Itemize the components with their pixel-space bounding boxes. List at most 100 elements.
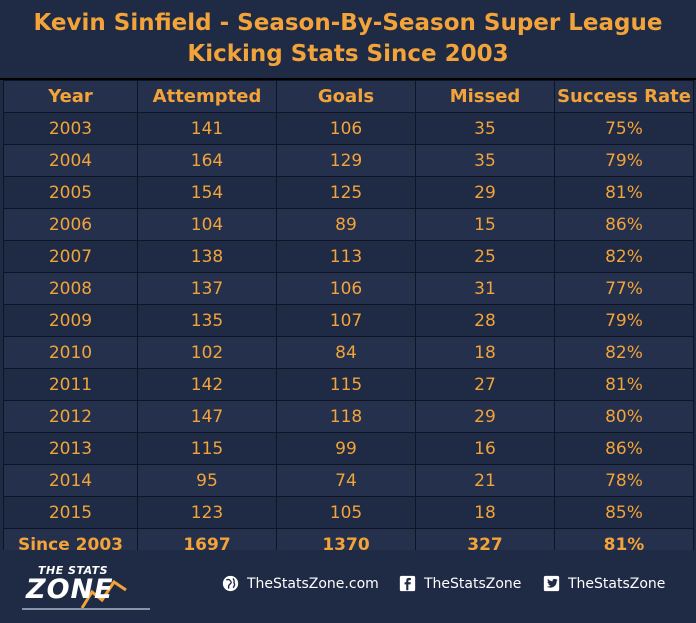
- table-cell: 2012: [3, 400, 138, 433]
- table-cell: 78%: [554, 464, 694, 497]
- table-cell: 95: [137, 464, 277, 497]
- table-row: 2008 137 106 31 77%: [3, 272, 694, 305]
- table-row: 2003 141 106 35 75%: [3, 112, 694, 145]
- header-row: Year Attempted Goals Missed Success Rate: [3, 80, 694, 113]
- twitter-link[interactable]: TheStatsZone: [543, 575, 665, 592]
- table-cell: 75%: [554, 112, 694, 145]
- table-cell: 2007: [3, 240, 138, 273]
- table-cell: 138: [137, 240, 277, 273]
- table-cell: 2004: [3, 144, 138, 177]
- table-cell: 147: [137, 400, 277, 433]
- table-cell: 2013: [3, 432, 138, 465]
- table-cell: 2008: [3, 272, 138, 305]
- title-block: Kevin Sinfield - Season-By-Season Super …: [0, 0, 696, 80]
- table-cell: 2006: [3, 208, 138, 241]
- table-cell: 28: [415, 304, 555, 337]
- table-cell: 16: [415, 432, 555, 465]
- table-cell: 82%: [554, 336, 694, 369]
- logo-small-text: THE STATS: [38, 564, 109, 577]
- table-row: 2015 123 105 18 85%: [3, 496, 694, 529]
- table-cell: 142: [137, 368, 277, 401]
- table-cell: 2005: [3, 176, 138, 209]
- table-cell: 115: [276, 368, 416, 401]
- table-cell: 86%: [554, 432, 694, 465]
- table-cell: 123: [137, 496, 277, 529]
- table-cell: 89: [276, 208, 416, 241]
- column-header: Goals: [276, 80, 416, 113]
- table-cell: 18: [415, 496, 555, 529]
- table-cell: 113: [276, 240, 416, 273]
- table-cell: 27: [415, 368, 555, 401]
- table-cell: 141: [137, 112, 277, 145]
- facebook-label: TheStatsZone: [424, 575, 522, 592]
- table-cell: 106: [276, 112, 416, 145]
- table-cell: 25: [415, 240, 555, 273]
- table-row: 2006 104 89 15 86%: [3, 208, 694, 241]
- table-cell: 79%: [554, 304, 694, 337]
- table-cell: 85%: [554, 496, 694, 529]
- table-cell: 81%: [554, 368, 694, 401]
- table-cell: 107: [276, 304, 416, 337]
- website-label: TheStatsZone.com: [247, 575, 379, 592]
- title-line-2: Kicking Stats Since 2003: [187, 41, 509, 67]
- table-row: 2005 154 125 29 81%: [3, 176, 694, 209]
- table-cell: 2010: [3, 336, 138, 369]
- table-cell: 15: [415, 208, 555, 241]
- table-row: 2012 147 118 29 80%: [3, 400, 694, 433]
- table-cell: 135: [137, 304, 277, 337]
- column-header: Missed: [415, 80, 555, 113]
- table-cell: 102: [137, 336, 277, 369]
- table-cell: 125: [276, 176, 416, 209]
- title-line-1: Kevin Sinfield - Season-By-Season Super …: [33, 10, 663, 36]
- table-row: 2007 138 113 25 82%: [3, 240, 694, 273]
- table-cell: 99: [276, 432, 416, 465]
- column-header: Attempted: [137, 80, 277, 113]
- table-cell: 79%: [554, 144, 694, 177]
- table-cell: 35: [415, 112, 555, 145]
- table-row: 2011 142 115 27 81%: [3, 368, 694, 401]
- table-row: 2010 102 84 18 82%: [3, 336, 694, 369]
- facebook-link[interactable]: TheStatsZone: [399, 575, 521, 592]
- table-cell: 2015: [3, 496, 138, 529]
- stats-zone-logo: THE STATS ZONE: [22, 562, 152, 614]
- globe-icon: [222, 575, 239, 592]
- table-cell: 129: [276, 144, 416, 177]
- table-cell: 31: [415, 272, 555, 305]
- table-cell: 35: [415, 144, 555, 177]
- website-link[interactable]: TheStatsZone.com: [222, 575, 379, 592]
- table-cell: 84: [276, 336, 416, 369]
- table-cell: 82%: [554, 240, 694, 273]
- table-cell: 18: [415, 336, 555, 369]
- table-row: 2004 164 129 35 79%: [3, 144, 694, 177]
- twitter-label: TheStatsZone: [568, 575, 666, 592]
- logo-big-text: ZONE: [26, 574, 114, 605]
- table-cell: 104: [137, 208, 277, 241]
- table-cell: 21: [415, 464, 555, 497]
- table-cell: 2009: [3, 304, 138, 337]
- column-header: Success Rate: [554, 80, 694, 113]
- facebook-icon: [399, 575, 416, 592]
- table-cell: 115: [137, 432, 277, 465]
- twitter-icon: [543, 575, 560, 592]
- table-cell: 29: [415, 400, 555, 433]
- table-row: 2009 135 107 28 79%: [3, 304, 694, 337]
- table-cell: 154: [137, 176, 277, 209]
- table-cell: 105: [276, 496, 416, 529]
- table-cell: 77%: [554, 272, 694, 305]
- table-cell: 29: [415, 176, 555, 209]
- table-cell: 2011: [3, 368, 138, 401]
- table-body: 2003 141 106 35 75% 2004 164 129 35 79% 2005 154 125…: [3, 112, 694, 561]
- table-cell: 74: [276, 464, 416, 497]
- stats-table: Year Attempted Goals Missed Success Rate…: [3, 80, 694, 561]
- table-cell: 118: [276, 400, 416, 433]
- table-cell: 2014: [3, 464, 138, 497]
- table-cell: 164: [137, 144, 277, 177]
- logo-graphic: [22, 579, 150, 610]
- column-header: Year: [3, 80, 138, 113]
- table-cell: 81%: [554, 176, 694, 209]
- table-row: 2013 115 99 16 86%: [3, 432, 694, 465]
- table-cell: 2003: [3, 112, 138, 145]
- footer: THE STATS ZONE TheStatsZone.com TheStats…: [0, 550, 696, 623]
- table-row: 2014 95 74 21 78%: [3, 464, 694, 497]
